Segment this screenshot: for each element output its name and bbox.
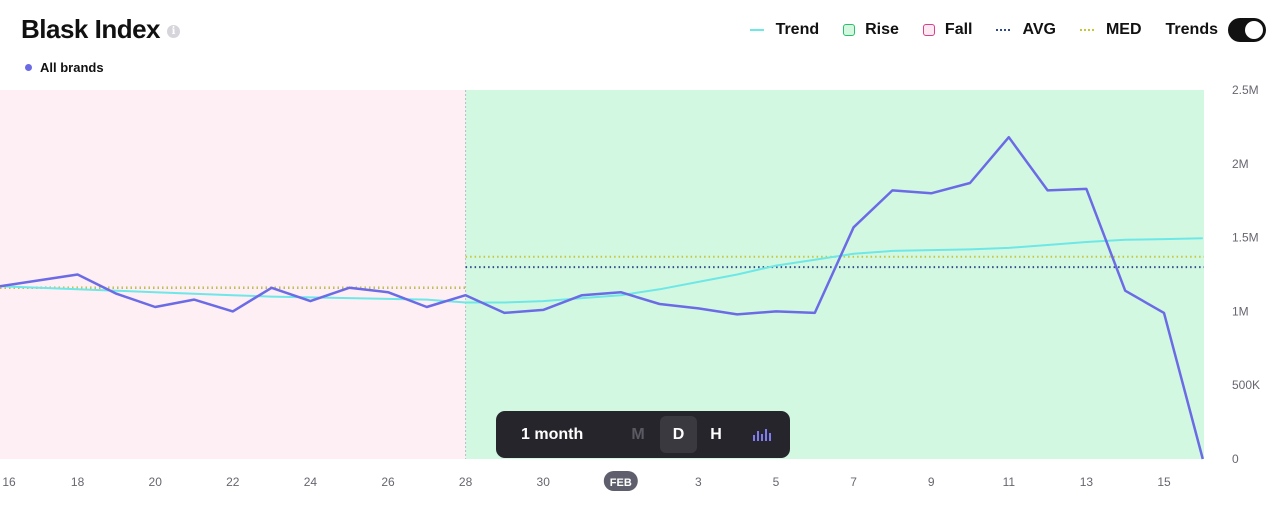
med-dotted-icon [1079,29,1094,31]
x-tick-label: 5 [773,475,780,489]
series-dot-icon [25,64,32,71]
rise-box-icon [843,24,856,36]
x-tick-label: 7 [850,475,857,489]
x-tick-highlight [603,471,638,491]
series-line-all-brands [0,135,1205,460]
range-controls: 1 month M D H [496,411,790,458]
trend-line-icon [749,29,764,31]
granularity-month-button[interactable]: M [631,425,645,443]
range-selector[interactable]: 1 month [521,425,584,443]
x-tick-label: 11 [1003,475,1016,489]
trends-toggle-group: Trends [1166,18,1266,42]
region-rise [465,90,1205,459]
legend-item-med[interactable]: MED [1079,21,1142,39]
series-name: All brands [40,60,104,75]
x-tick-label: 20 [149,475,163,489]
y-tick-label: 500K [1232,378,1260,392]
trends-toggle[interactable] [1228,18,1266,42]
info-icon[interactable]: i [167,24,181,38]
granularity-hour-button[interactable]: H [710,425,722,443]
x-tick-label: 18 [71,475,85,489]
legend-label-trend: Trend [775,21,820,38]
x-tick-label: 30 [537,475,551,489]
series-line-trend [0,237,1203,304]
y-tick-label: 1.5M [1232,231,1259,245]
trends-toggle-label: Trends [1165,21,1218,38]
x-tick-label: 13 [1080,475,1094,489]
y-tick-label: 1M [1232,304,1249,318]
page-title: Blask Index [21,14,161,44]
chart-header: Blask Index i [21,14,181,45]
x-tick-label: 24 [304,475,318,489]
x-tick-label: 26 [381,475,395,489]
x-tick-label: 22 [226,475,240,489]
y-tick-label: 0 [1232,452,1239,466]
avg-dotted-icon [996,29,1011,31]
y-tick-label: 2.5M [1232,83,1259,97]
legend-item-rise[interactable]: Rise [843,21,899,39]
legend: Trend Rise Fall AVG MED Trends [749,18,1266,42]
x-tick-label: 9 [928,475,935,489]
x-tick-label: 28 [459,475,473,489]
bar-chart-icon[interactable] [753,428,773,441]
legend-label-avg: AVG [1022,21,1056,38]
x-tick-label: 15 [1157,475,1171,489]
x-tick-label: FEB [610,477,632,489]
toggle-knob [1245,21,1263,39]
legend-item-avg[interactable]: AVG [996,21,1056,39]
legend-label-fall: Fall [944,21,973,38]
legend-label-rise: Rise [865,21,899,38]
legend-label-med: MED [1105,21,1142,38]
series-label: All brands [25,60,104,75]
granularity-day-button[interactable]: D [660,416,697,453]
legend-item-trend[interactable]: Trend [749,21,820,39]
fall-box-icon [922,24,935,36]
legend-item-fall[interactable]: Fall [922,21,973,39]
x-tick-label: 3 [695,475,702,489]
x-tick-label: 16 [2,475,16,489]
y-tick-label: 2M [1232,157,1249,171]
